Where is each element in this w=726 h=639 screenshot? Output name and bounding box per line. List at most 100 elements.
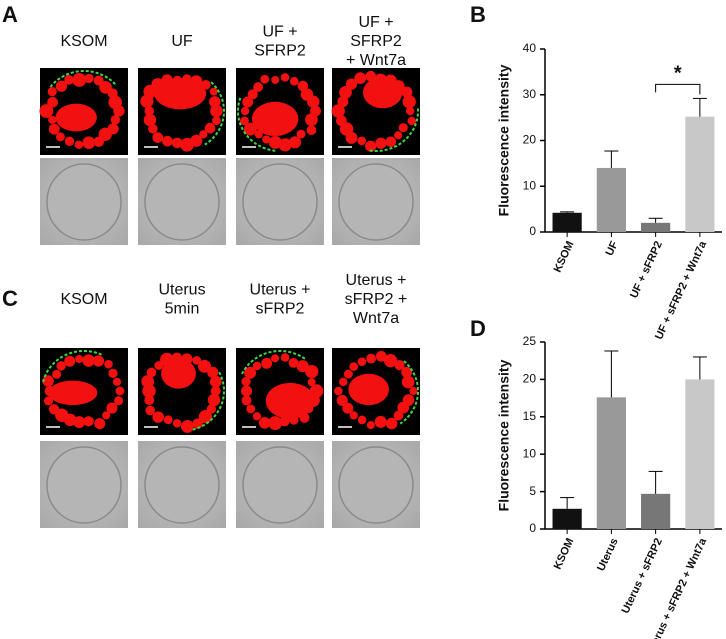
nucleus (75, 354, 84, 364)
nucleus (289, 76, 299, 86)
nucleus (180, 137, 194, 152)
nucleus (305, 113, 318, 127)
x-tick-label: Uterus + sFRP2 (620, 536, 665, 615)
nucleus (357, 415, 367, 425)
cell-mass (161, 358, 196, 389)
nucleus (143, 113, 157, 127)
nucleus (393, 410, 404, 421)
nucleus (349, 362, 359, 371)
y-tick-label: 30 (523, 87, 537, 101)
embryo (144, 163, 220, 241)
nucleus (212, 116, 221, 126)
nucleus (402, 95, 416, 109)
nucleus (241, 376, 251, 387)
column-label: + Wnt7a (346, 52, 406, 69)
column-label: Uterus (158, 282, 205, 299)
nucleus (339, 377, 348, 387)
embryo (338, 163, 414, 241)
nucleus (405, 106, 415, 116)
panel-letter: B (470, 2, 486, 27)
nucleus (207, 393, 221, 407)
nucleus (172, 419, 182, 428)
membrane-signal (42, 350, 104, 383)
nucleus (114, 396, 124, 406)
nucleus (307, 378, 316, 387)
nucleus (47, 87, 57, 97)
y-tick-label: 20 (523, 133, 537, 147)
nucleus (210, 385, 221, 397)
nucleus (258, 417, 271, 429)
nucleus (296, 129, 306, 139)
nucleus (242, 96, 254, 108)
nucleus (243, 122, 257, 136)
column-label: Uterus + (250, 282, 311, 299)
nucleus (152, 132, 164, 143)
nucleus (198, 410, 213, 424)
nucleus (336, 394, 348, 407)
nucleus (56, 361, 66, 371)
column-label: Uterus + (346, 272, 407, 289)
x-tick-label: KSOM (552, 239, 577, 274)
nucleus (343, 369, 353, 379)
nucleus (334, 386, 343, 396)
nucleus (349, 411, 358, 420)
y-axis-label: Fluorescence intensity (496, 64, 512, 216)
nucleus (192, 418, 203, 429)
y-tick-label: 20 (523, 372, 537, 386)
significance-bracket (655, 83, 701, 95)
embryo (46, 163, 122, 241)
column-label: KSOM (60, 291, 107, 308)
nucleus (244, 366, 257, 379)
nucleus (55, 132, 65, 142)
nucleus (268, 135, 282, 149)
nucleus (261, 357, 273, 369)
membrane-signal (204, 81, 225, 146)
column-label: UF + (262, 24, 297, 41)
nucleus (253, 82, 264, 92)
y-tick-label: 0 (529, 224, 536, 238)
y-tick-label: 0 (529, 521, 536, 535)
nucleus (247, 89, 258, 100)
nucleus (146, 367, 157, 378)
nucleus (375, 350, 387, 362)
nucleus (241, 395, 252, 406)
nucleus (394, 360, 405, 371)
nucleus (209, 375, 222, 388)
bar (552, 212, 582, 232)
nucleus (271, 354, 280, 363)
x-tick-label: Uterus (595, 536, 621, 573)
panel-letter: A (2, 2, 18, 27)
nucleus (331, 104, 345, 118)
nucleus (48, 123, 60, 135)
nucleus (246, 404, 256, 414)
y-tick-label: 15 (523, 409, 537, 423)
nucleus (336, 115, 347, 127)
nucleus (207, 366, 219, 378)
cell-mass (251, 101, 299, 137)
membrane-signal (49, 70, 118, 88)
nucleus (394, 131, 403, 140)
bar (596, 167, 626, 232)
nucleus (366, 421, 375, 430)
y-tick-label: 10 (523, 446, 537, 460)
cell-mass (348, 373, 389, 406)
nucleus (108, 95, 122, 110)
nucleus (279, 416, 290, 427)
nucleus (142, 384, 156, 398)
bar (552, 508, 582, 529)
panel-letter: D (470, 316, 486, 341)
nucleus (92, 355, 105, 367)
nucleus (162, 135, 173, 147)
nucleus (112, 377, 122, 386)
nucleus (163, 415, 173, 425)
cell-mass (48, 380, 98, 406)
column-label: SFRP2 (350, 33, 402, 50)
nucleus (72, 72, 87, 87)
panel-letter: C (2, 286, 18, 311)
nucleus (339, 86, 352, 99)
nucleus (141, 375, 155, 388)
y-tick-label: 40 (523, 41, 537, 55)
nucleus (199, 130, 208, 139)
cell-mass (154, 78, 207, 110)
